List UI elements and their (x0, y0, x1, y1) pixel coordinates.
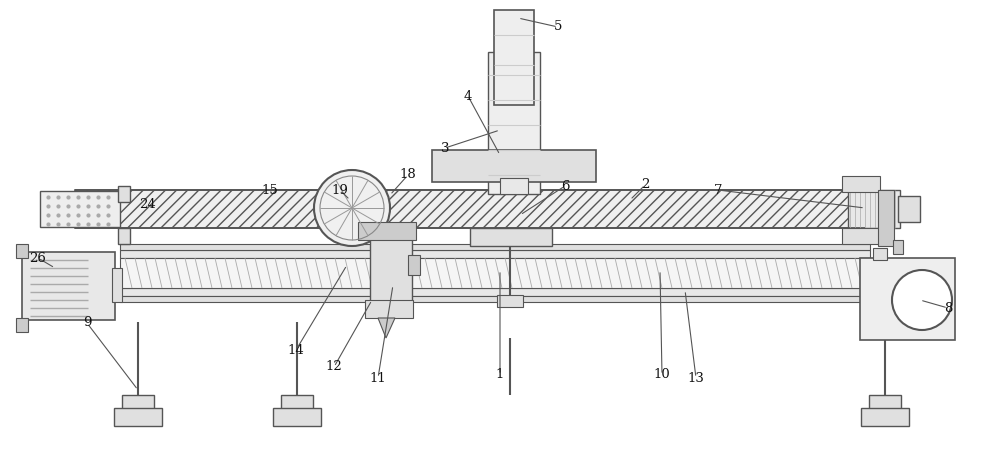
Bar (112, 268, 122, 302)
Bar (494, 10, 534, 105)
Bar (118, 228, 130, 244)
Bar (470, 228, 552, 246)
Bar (75, 190, 865, 228)
Text: 7: 7 (714, 183, 722, 197)
Bar (120, 244, 870, 250)
Bar (861, 408, 909, 426)
Bar (22, 252, 115, 320)
Bar (120, 296, 870, 302)
Bar (122, 395, 154, 411)
Bar (281, 395, 313, 411)
Bar (365, 300, 413, 318)
Bar (338, 230, 366, 242)
Text: 1: 1 (496, 368, 504, 381)
Text: 12: 12 (326, 361, 342, 374)
Text: 19: 19 (332, 183, 348, 197)
Bar (500, 178, 528, 194)
Bar (842, 228, 880, 244)
Bar (848, 190, 900, 228)
Polygon shape (378, 318, 395, 338)
Bar (16, 318, 28, 332)
Bar (114, 408, 162, 426)
Bar (343, 222, 361, 238)
Bar (893, 240, 903, 254)
Bar (488, 52, 540, 194)
Text: 3: 3 (441, 141, 449, 154)
Text: 11: 11 (370, 371, 386, 385)
Bar (370, 226, 412, 304)
Bar (842, 176, 880, 192)
Bar (878, 190, 894, 246)
Bar (120, 250, 870, 258)
Circle shape (314, 170, 390, 246)
Bar (860, 258, 955, 340)
Text: 18: 18 (400, 169, 416, 182)
Bar (118, 186, 130, 202)
Bar (898, 196, 920, 222)
Text: 9: 9 (83, 317, 91, 329)
Circle shape (892, 270, 952, 330)
Text: 24: 24 (140, 198, 156, 212)
Text: 10: 10 (654, 368, 670, 381)
Text: 2: 2 (641, 178, 649, 192)
Text: 5: 5 (554, 20, 562, 34)
Bar (869, 395, 901, 411)
Bar (273, 408, 321, 426)
Text: 4: 4 (464, 90, 472, 102)
Bar (408, 255, 420, 275)
Bar (16, 244, 28, 258)
Text: 15: 15 (262, 183, 278, 197)
Text: 8: 8 (944, 302, 952, 314)
Bar (873, 248, 887, 260)
Bar (120, 258, 870, 288)
Bar (120, 288, 870, 296)
Bar (432, 150, 596, 182)
Text: 6: 6 (561, 179, 569, 193)
Text: 13: 13 (688, 371, 704, 385)
Bar (40, 191, 120, 227)
Text: 14: 14 (288, 343, 304, 357)
Bar (497, 295, 523, 307)
Bar (358, 222, 416, 240)
Text: 26: 26 (30, 251, 46, 265)
